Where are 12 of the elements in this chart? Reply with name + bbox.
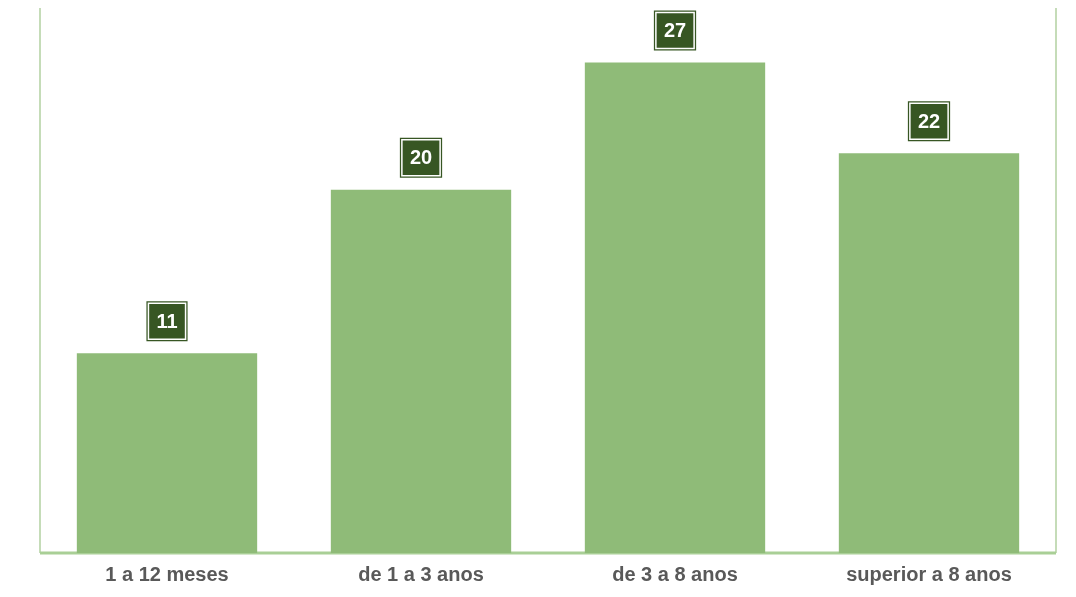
x-tick-label: 1 a 12 meses (105, 562, 229, 585)
bar (838, 153, 1020, 553)
x-tick-label: superior a 8 anos (846, 562, 1012, 585)
data-label: 11 (156, 309, 178, 332)
bar (330, 189, 512, 553)
x-tick-label: de 1 a 3 anos (358, 562, 484, 585)
x-tick-label: de 3 a 8 anos (612, 562, 738, 585)
bar (76, 353, 258, 553)
data-label: 20 (409, 146, 433, 169)
bar (584, 62, 766, 553)
data-label: 27 (663, 19, 687, 42)
data-label: 22 (917, 109, 941, 132)
